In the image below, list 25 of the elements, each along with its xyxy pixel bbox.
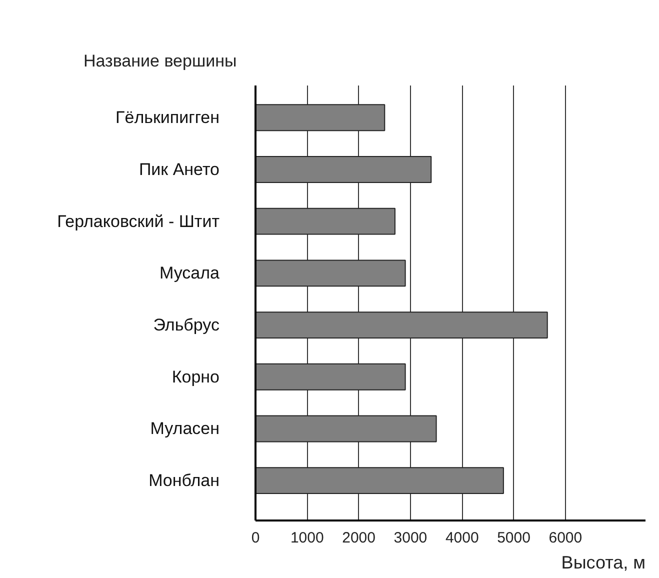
x-tick-label: 4000 — [445, 530, 479, 546]
y-tick-label: Корно — [172, 367, 220, 386]
y-tick-label: Мусала — [160, 264, 220, 283]
bar — [256, 208, 396, 235]
bar — [256, 104, 386, 132]
bar — [256, 415, 437, 442]
y-tick-label: Пик Ането — [138, 160, 220, 179]
x-tick-label: 3000 — [394, 530, 428, 546]
bar — [256, 260, 406, 287]
x-tick-label: 5000 — [497, 530, 530, 546]
y-tick-label: Герлаковский - Штит — [57, 212, 220, 231]
x-tick-label: 0 — [251, 530, 260, 546]
y-tick-label: Эльбрус — [153, 316, 220, 335]
x-axis-title: Высота, м — [561, 552, 646, 572]
bar — [256, 156, 432, 183]
bar — [256, 312, 548, 338]
y-tick-label: Муласен — [150, 419, 220, 438]
x-tick-label: 6000 — [548, 530, 582, 546]
bar — [256, 467, 504, 494]
bar — [256, 363, 406, 390]
y-tick-label: Гёлькипигген — [116, 108, 220, 128]
x-tick-label: 2000 — [342, 530, 376, 546]
y-axis-title: Название вершины — [84, 52, 237, 70]
y-tick-label: Монблан — [148, 471, 220, 490]
x-tick-label: 1000 — [290, 530, 324, 546]
